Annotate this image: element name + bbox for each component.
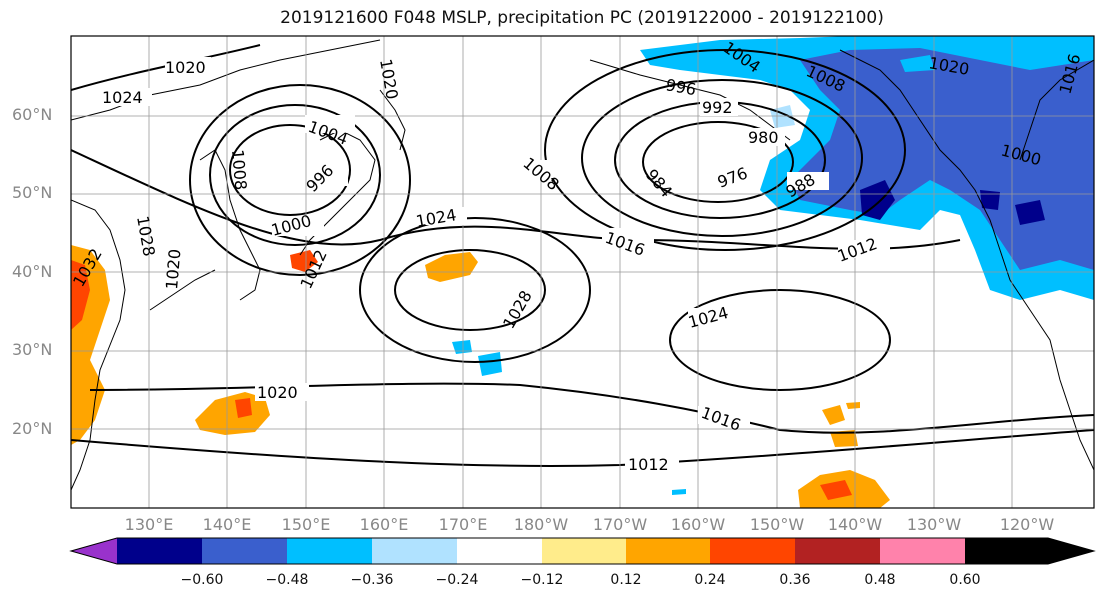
colorbar-swatch xyxy=(542,538,626,564)
lat-label-60n: 60°N xyxy=(12,105,53,124)
colorbar-tick-label: −0.48 xyxy=(265,572,309,588)
isobar-label: 1024 xyxy=(102,88,143,107)
lon-label-180w: 180°W xyxy=(513,515,569,534)
precip-positive-area xyxy=(71,245,890,508)
lon-label-150w: 150°W xyxy=(749,515,805,534)
map-frame xyxy=(70,35,1095,509)
lat-label-20n: 20°N xyxy=(12,419,53,438)
colorbar-tick-label: 0.60 xyxy=(949,572,981,588)
isobar-label: 1020 xyxy=(162,248,184,290)
colorbar-swatch xyxy=(372,538,457,564)
lon-label-140w: 140°W xyxy=(827,515,883,534)
isobar-label: 992 xyxy=(702,98,733,117)
isobar-label: 1020 xyxy=(257,383,298,402)
colorbar-swatch xyxy=(117,538,202,564)
colorbar-tick-label: −0.12 xyxy=(520,572,564,588)
isobar-label: 1012 xyxy=(628,455,669,474)
colorbar xyxy=(69,537,1096,565)
colorbar-swatch xyxy=(202,538,287,564)
colorbar-extend-high xyxy=(965,538,1094,564)
isobar-label: 1008 xyxy=(228,149,250,191)
lat-label-50n: 50°N xyxy=(12,183,53,202)
colorbar-swatch xyxy=(710,538,795,564)
colorbar-tick-label: −0.60 xyxy=(180,572,224,588)
colorbar-tick-label: 0.24 xyxy=(694,572,726,588)
lon-label-150e: 150°E xyxy=(281,515,331,534)
colorbar-tick-label: 0.48 xyxy=(864,572,896,588)
colorbar-tick-label: −0.36 xyxy=(350,572,394,588)
lon-label-160e: 160°E xyxy=(359,515,409,534)
colorbar-swatch xyxy=(626,538,710,564)
lon-label-170w: 170°W xyxy=(592,515,648,534)
lon-label-140e: 140°E xyxy=(202,515,252,534)
lat-label-30n: 30°N xyxy=(12,340,53,359)
lon-label-170e: 170°E xyxy=(438,515,488,534)
colorbar-tick-label: −0.24 xyxy=(435,572,479,588)
lon-label-160w: 160°W xyxy=(670,515,726,534)
lon-label-120w: 120°W xyxy=(999,515,1055,534)
colorbar-tick-label: 0.36 xyxy=(779,572,811,588)
graticule xyxy=(71,36,1094,508)
isobar-label: 980 xyxy=(748,128,779,147)
lon-label-130e: 130°E xyxy=(124,515,174,534)
colorbar-tick-label: 0.12 xyxy=(610,572,642,588)
colorbar-swatch xyxy=(880,538,965,564)
colorbar-swatch xyxy=(287,538,372,564)
lon-label-130w: 130°W xyxy=(906,515,962,534)
map-title: 2019121600 F048 MSLP, precipitation PC (… xyxy=(280,8,884,28)
precip-negative-area xyxy=(452,36,1094,495)
coastlines xyxy=(71,39,1094,491)
colorbar-swatch xyxy=(795,538,880,564)
colorbar-extend-low xyxy=(71,538,117,564)
lat-label-40n: 40°N xyxy=(12,262,53,281)
isobar-label: 1020 xyxy=(165,58,206,77)
colorbar-swatch xyxy=(457,538,542,564)
